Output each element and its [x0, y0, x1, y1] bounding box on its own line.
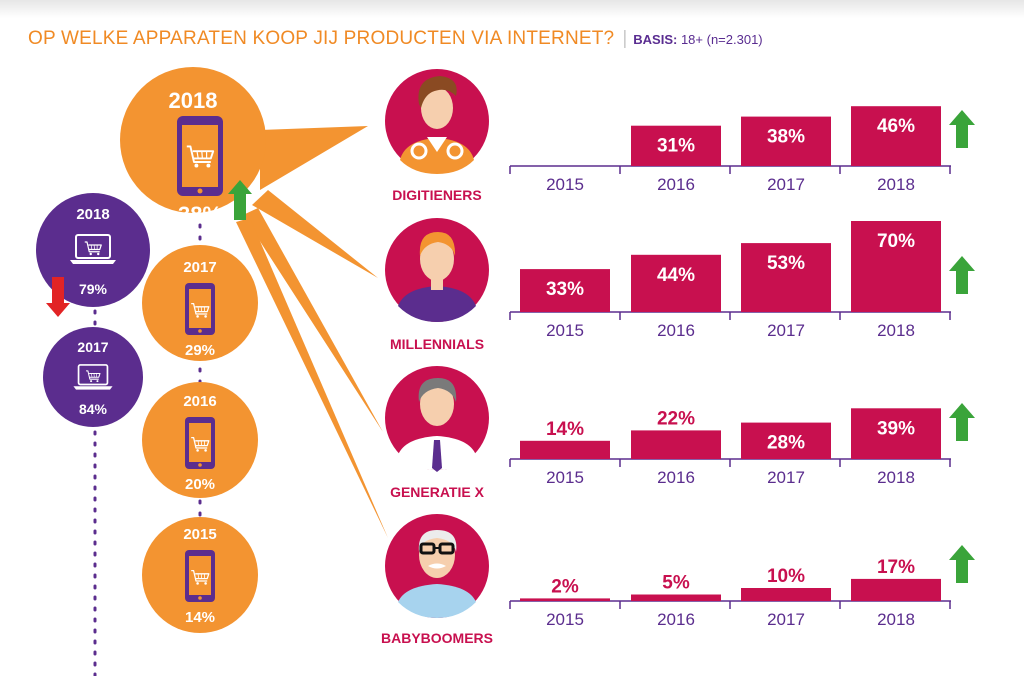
- bar: [631, 125, 721, 166]
- laptop-2018-circle: 2018 79%: [36, 193, 150, 307]
- smartphone-2017-circle: 2017 29%: [142, 245, 258, 361]
- laptop-2018-value: 79%: [79, 281, 108, 297]
- data-label: 10%: [767, 566, 805, 587]
- smartphone-2017-year: 2017: [183, 259, 216, 276]
- tick-label: 2016: [657, 610, 695, 629]
- tick-label: 2017: [767, 321, 805, 340]
- tick-label: 2017: [767, 175, 805, 194]
- bar: [520, 598, 610, 601]
- tick-label: 2018: [877, 468, 915, 487]
- title-separator: |: [622, 28, 628, 49]
- smartphone-icon: [185, 550, 215, 602]
- bar: [851, 578, 941, 601]
- data-label: 44%: [657, 265, 695, 286]
- bar: [741, 422, 831, 459]
- smartphone-2016-circle: 2016 20%: [142, 382, 258, 498]
- digitieners-avatar-icon: [385, 69, 489, 174]
- millennials-avatar-icon: [385, 218, 489, 322]
- smartphone-icon: [185, 283, 215, 335]
- generatie-x-avatar-icon: [385, 366, 489, 472]
- tick-label: 2017: [767, 610, 805, 629]
- data-label: 70%: [877, 231, 915, 252]
- bar: [851, 221, 941, 312]
- tick-label: 2015: [546, 321, 584, 340]
- data-label: 31%: [657, 136, 695, 157]
- babyboomers-avatar-icon: [385, 514, 489, 618]
- header: OP WELKE APPARATEN KOOP JIJ PRODUCTEN VI…: [28, 28, 763, 50]
- smartphone-icon: [185, 417, 215, 469]
- group-label-generatie-x: GENERATIE X: [390, 484, 485, 500]
- laptop-icon: [73, 364, 113, 390]
- bar: [741, 588, 831, 601]
- bar-panel-generatie-x: 2015 14% 2016 22% 2017 28% 2018 39%: [509, 403, 975, 487]
- bar-panel-millennials: 2015 33% 2016 44% 2017 53% 2018 70%: [509, 221, 975, 340]
- bar: [741, 116, 831, 166]
- smartphone-2018-year: 2018: [169, 88, 218, 113]
- laptop-icon: [70, 234, 116, 264]
- tick-label: 2018: [877, 610, 915, 629]
- bar: [851, 408, 941, 459]
- bar: [741, 243, 831, 312]
- data-label: 33%: [546, 279, 584, 300]
- smartphone-2017-value: 29%: [185, 342, 215, 359]
- smartphone-2015-circle: 2015 14%: [142, 517, 258, 633]
- smartphone-icon: [177, 116, 223, 196]
- top-band: [0, 0, 1024, 18]
- data-label: 53%: [767, 253, 805, 274]
- chart-title: OP WELKE APPARATEN KOOP JIJ PRODUCTEN VI…: [28, 28, 615, 49]
- bar-panel-babyboomers: 2015 2% 2016 5% 2017 10% 2018 17%: [509, 545, 975, 629]
- tick-label: 2016: [657, 321, 695, 340]
- laptop-2017-value: 84%: [79, 401, 108, 417]
- tick-label: 2015: [546, 175, 584, 194]
- data-label: 46%: [877, 116, 915, 137]
- arrow-up-icon: [949, 110, 975, 148]
- group-label-millennials: MILLENNIALS: [390, 336, 484, 352]
- tick-label: 2016: [657, 175, 695, 194]
- basis-value: 18+ (n=2.301): [680, 32, 763, 47]
- arrow-up-icon: [949, 256, 975, 294]
- smartphone-2018-circle: 2018 38%: [120, 67, 266, 227]
- data-label: 14%: [546, 419, 584, 440]
- arrow-up-icon: [949, 403, 975, 441]
- bar: [520, 440, 610, 459]
- bar-panels: 2015 201631%201738%201846%201533%201644%2…: [509, 106, 975, 629]
- bar: [631, 254, 721, 312]
- data-label: 22%: [657, 408, 695, 429]
- basis-label: BASIS:: [633, 32, 678, 47]
- arrow-down-icon: [46, 277, 70, 317]
- laptop-2017-circle: 2017 84%: [43, 327, 143, 427]
- basis: BASIS: 18+ (n=2.301): [633, 32, 762, 47]
- laptop-2017-year: 2017: [77, 339, 108, 355]
- data-label: 17%: [877, 557, 915, 578]
- data-label: 5%: [662, 573, 690, 594]
- bar-panel-digitieners: 2015 2016 31% 2017 38% 2018 46%: [509, 106, 975, 194]
- arrow-up-icon: [949, 545, 975, 583]
- tick-label: 2018: [877, 175, 915, 194]
- data-label: 38%: [767, 127, 805, 148]
- data-label: 28%: [767, 433, 805, 454]
- smartphone-2015-value: 14%: [185, 609, 215, 626]
- tick-label: 2015: [546, 610, 584, 629]
- bar: [520, 269, 610, 312]
- tick-label: 2016: [657, 468, 695, 487]
- arrow-up-icon: [228, 180, 252, 220]
- data-label: 39%: [877, 418, 915, 439]
- bar: [851, 106, 941, 166]
- data-label: 2%: [551, 576, 579, 597]
- group-label-babyboomers: BABYBOOMERS: [381, 630, 493, 646]
- tick-label: 2015: [546, 468, 584, 487]
- bar: [631, 430, 721, 459]
- smartphone-2016-value: 20%: [185, 476, 215, 493]
- laptop-2018-year: 2018: [76, 206, 109, 223]
- smartphone-2018-value: 38%: [178, 202, 222, 227]
- connector-rays: [236, 126, 388, 538]
- smartphone-2015-year: 2015: [183, 526, 216, 543]
- tick-label: 2017: [767, 468, 805, 487]
- tick-label: 2018: [877, 321, 915, 340]
- smartphone-2016-year: 2016: [183, 393, 216, 410]
- group-label-digitieners: DIGITIENERS: [392, 187, 481, 203]
- bar: [631, 594, 721, 601]
